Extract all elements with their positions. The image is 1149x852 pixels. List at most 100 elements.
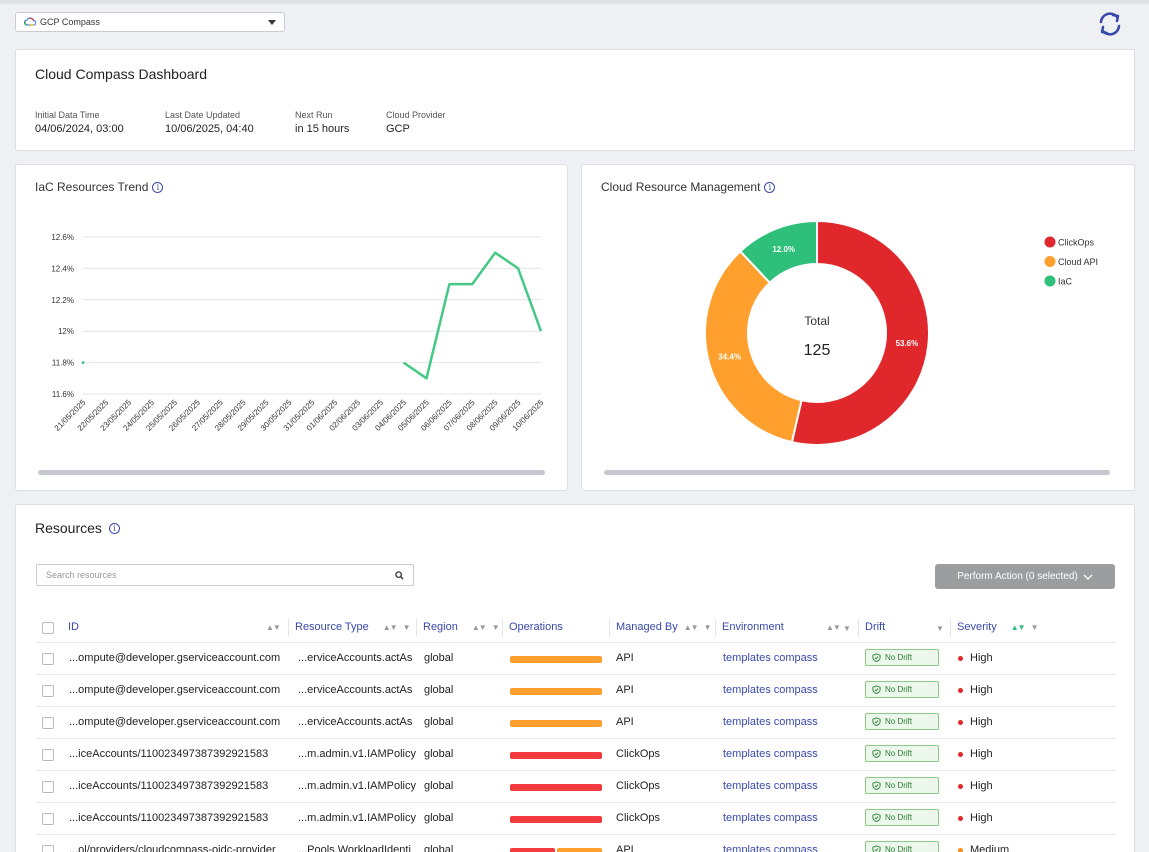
resource-id[interactable]: ...ol/providers/cloudcompass-oidc-provid… — [69, 844, 276, 852]
chart-scrollbar[interactable] — [38, 470, 545, 475]
severity-label: High — [970, 748, 993, 760]
severity: High — [958, 652, 993, 664]
sort-active-icon[interactable]: ▲▼ — [1010, 622, 1026, 632]
environment-link[interactable]: templates compass — [723, 844, 818, 852]
row-checkbox[interactable] — [42, 685, 54, 697]
operations-bar — [510, 816, 602, 823]
column-region[interactable]: Region ▲▼ ▼ — [423, 621, 500, 633]
filter-icon[interactable]: ▼ — [1030, 622, 1039, 632]
table-header: ID ▲▼ Resource Type ▲▼ ▼ Region ▲▼ ▼ Operati… — [36, 615, 1116, 643]
column-operations[interactable]: Operations — [509, 621, 563, 633]
shield-icon — [872, 845, 881, 852]
meta-value: GCP — [386, 123, 410, 135]
table-row[interactable]: ...ompute@developer.gserviceaccount.com.… — [36, 643, 1116, 675]
column-environment[interactable]: Environment — [722, 621, 784, 633]
resource-id[interactable]: ...ompute@developer.gserviceaccount.com — [69, 684, 281, 696]
operations-bar — [510, 720, 602, 727]
row-checkbox[interactable] — [42, 653, 54, 665]
account-select[interactable]: GCP Compass — [15, 12, 285, 32]
meta-label: Initial Data Time — [35, 110, 100, 120]
select-all-checkbox[interactable] — [42, 622, 54, 634]
resource-type: ...erviceAccounts.actAs — [298, 684, 413, 696]
row-checkbox[interactable] — [42, 749, 54, 761]
environment-link[interactable]: templates compass — [723, 780, 818, 792]
perform-action-button[interactable]: Perform Action (0 selected) — [935, 564, 1115, 589]
legend-swatch — [1044, 256, 1056, 267]
environment-link[interactable]: templates compass — [723, 812, 818, 824]
resource-id[interactable]: ...ompute@developer.gserviceaccount.com — [69, 652, 281, 664]
column-drift[interactable]: Drift — [865, 621, 885, 633]
drift-label: No Drift — [885, 717, 913, 726]
column-managed-by[interactable]: Managed By ▲▼ ▼ — [616, 621, 712, 633]
table-row[interactable]: ...iceAccounts/110023497387392921583 ...m… — [36, 771, 1116, 803]
filter-icon[interactable]: ▼ — [491, 622, 500, 632]
sort-icon[interactable]: ▲▼ — [382, 622, 398, 632]
sort-icon[interactable]: ▲▼ — [683, 622, 699, 632]
environment-link[interactable]: templates compass — [723, 748, 818, 760]
environment-link[interactable]: templates compass — [723, 652, 818, 664]
table-row[interactable]: ...ol/providers/cloudcompass-oidc-provid… — [36, 835, 1116, 852]
resource-id[interactable]: ...iceAccounts/110023497387392921583 — [69, 780, 269, 792]
column-divider — [502, 619, 503, 637]
region: global — [424, 812, 454, 824]
drift-label: No Drift — [885, 653, 913, 662]
meta-label: Last Date Updated — [165, 110, 241, 120]
column-id[interactable]: ID — [68, 621, 79, 633]
severity-dot — [958, 687, 963, 693]
iac-trend-card: IaC Resources Trend i 11.6% 11.8% 12% 12.2%… — [15, 164, 568, 491]
info-icon[interactable]: i — [108, 522, 120, 534]
row-checkbox[interactable] — [42, 845, 54, 852]
meta-value: in 15 hours — [295, 123, 350, 135]
info-icon[interactable]: i — [152, 181, 164, 193]
severity-label: High — [970, 812, 993, 824]
resource-id[interactable]: ...ompute@developer.gserviceaccount.com — [69, 716, 281, 728]
dashboard-card: Cloud Compass Dashboard Initial Data Tim… — [15, 49, 1135, 151]
row-checkbox[interactable] — [42, 781, 54, 793]
filter-icon[interactable]: ▼ — [703, 622, 712, 632]
severity-dot — [958, 815, 963, 821]
shield-icon — [872, 717, 881, 726]
table-row[interactable]: ...iceAccounts/110023497387392921583 ...m… — [36, 739, 1116, 771]
search-input[interactable]: Search resources — [36, 564, 414, 586]
drift-label: No Drift — [885, 781, 913, 790]
meta-last-date-updated: Last Date Updated 10/06/2025, 04:40 — [165, 110, 254, 135]
google-cloud-icon — [24, 17, 36, 26]
environment-link[interactable]: templates compass — [723, 716, 818, 728]
resource-id[interactable]: ...iceAccounts/110023497387392921583 — [69, 812, 269, 824]
managed-by: ClickOps — [616, 812, 661, 824]
drift-badge: No Drift — [865, 745, 939, 762]
filter-icon[interactable]: ▼ — [843, 624, 851, 633]
severity: High — [958, 780, 993, 792]
chart-scrollbar[interactable] — [604, 470, 1110, 475]
managed-by: ClickOps — [616, 780, 661, 792]
donut-center-label: Total — [804, 314, 829, 328]
row-checkbox[interactable] — [42, 717, 54, 729]
sort-icon[interactable]: ▲▼ — [471, 622, 487, 632]
resource-id[interactable]: ...iceAccounts/110023497387392921583 — [69, 748, 269, 760]
severity-label: Medium — [970, 844, 1010, 852]
severity-label: High — [970, 652, 993, 664]
legend-label: Cloud API — [1058, 257, 1098, 267]
table-row[interactable]: ...iceAccounts/110023497387392921583 ...m… — [36, 803, 1116, 835]
column-divider — [858, 619, 859, 637]
search-icon[interactable] — [395, 570, 404, 580]
sort-icon[interactable]: ▲▼ — [266, 623, 281, 632]
table-row[interactable]: ...ompute@developer.gserviceaccount.com.… — [36, 707, 1116, 739]
row-checkbox[interactable] — [42, 813, 54, 825]
resource-type: ...m.admin.v1.IAMPolicy — [298, 780, 416, 792]
column-severity[interactable]: Severity ▲▼ ▼ — [957, 621, 1039, 633]
environment-link[interactable]: templates compass — [723, 684, 818, 696]
refresh-icon[interactable] — [1096, 10, 1124, 38]
filter-icon[interactable]: ▼ — [936, 624, 944, 633]
info-icon[interactable]: i — [764, 181, 776, 193]
data-point — [81, 361, 85, 365]
table-row[interactable]: ...ompute@developer.gserviceaccount.com.… — [36, 675, 1116, 707]
sort-icon[interactable]: ▲▼ — [826, 623, 841, 632]
column-resource-type[interactable]: Resource Type ▲▼ ▼ — [295, 621, 411, 633]
page-title: Cloud Compass Dashboard — [35, 66, 207, 82]
slice-clickops — [790, 219, 930, 446]
column-label: Severity — [957, 621, 997, 633]
region: global — [424, 844, 454, 852]
filter-icon[interactable]: ▼ — [402, 622, 411, 632]
top-strip — [0, 0, 1149, 4]
